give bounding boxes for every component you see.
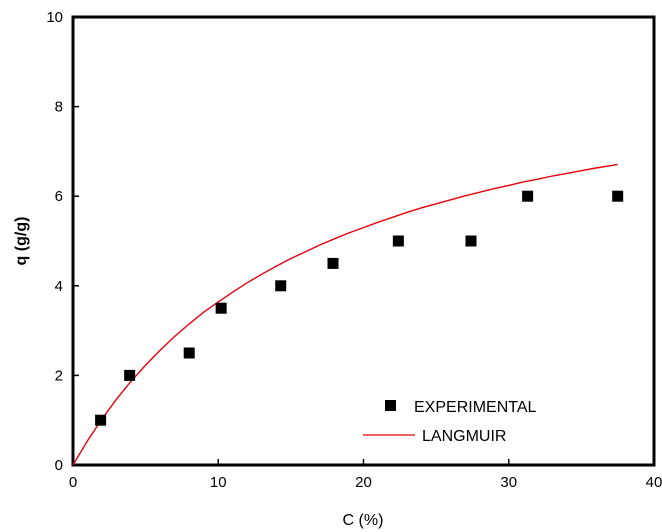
legend: EXPERIMENTAL LANGMUIR [363,399,537,445]
experimental-point [522,190,534,202]
experimental-point [215,302,227,314]
x-tick-label: 10 [210,474,227,491]
experimental-point [95,414,107,426]
x-tick-label: 30 [500,474,517,491]
experimental-point [465,235,477,247]
experimental-point [124,369,136,381]
experimental-series [95,190,624,426]
y-axis-title: q (g/g) [13,217,30,266]
x-tick-label: 40 [646,474,662,491]
y-tick-label: 4 [55,278,63,295]
experimental-point [275,280,287,292]
y-tick-label: 0 [55,457,63,474]
x-tick-label: 0 [69,474,77,491]
langmuir-series [72,163,618,466]
x-axis-title: C (%) [343,512,384,529]
experimental-point [183,347,195,359]
legend-label-experimental: EXPERIMENTAL [414,399,537,416]
x-tick-label: 20 [355,474,372,491]
tick-labels: 0 10 20 30 40 0 2 4 6 8 10 [46,9,662,491]
experimental-point [392,235,404,247]
y-tick-label: 10 [46,9,63,26]
y-tick-label: 8 [55,99,63,116]
plot-frame [71,15,656,467]
y-tick-label: 2 [55,367,63,384]
langmuir-curve [72,163,618,466]
legend-marker-experimental [385,400,396,411]
axis-ticks [72,16,655,466]
y-tick-label: 6 [55,188,63,205]
experimental-point [612,190,624,202]
experimental-point [327,257,339,269]
legend-label-langmuir: LANGMUIR [422,428,506,445]
